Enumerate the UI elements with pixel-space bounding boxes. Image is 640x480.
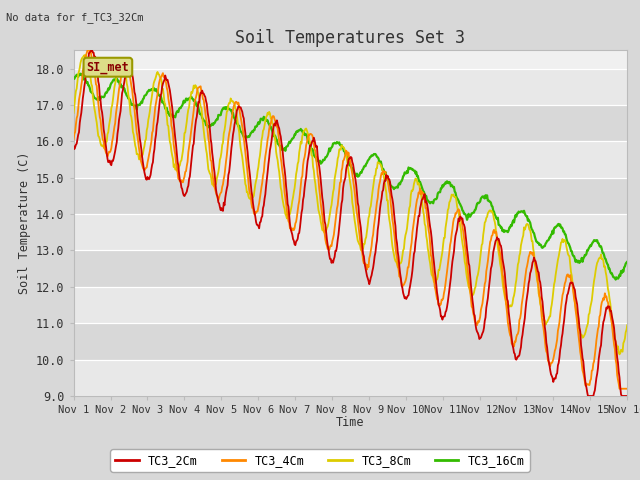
TC3_4Cm	[419, 191, 426, 196]
TC3_8Cm	[419, 202, 426, 207]
Line: TC3_4Cm: TC3_4Cm	[74, 50, 627, 389]
Bar	[74, 141, 627, 178]
Bar	[74, 69, 627, 105]
TC3_2Cm	[419, 196, 426, 202]
Bar	[74, 105, 627, 141]
TC3_16Cm	[623, 259, 631, 264]
TC3_4Cm	[623, 386, 631, 392]
Text: SI_met: SI_met	[86, 61, 129, 74]
Bar	[74, 287, 627, 323]
Title: Soil Temperatures Set 3: Soil Temperatures Set 3	[236, 29, 465, 48]
TC3_4Cm	[84, 48, 92, 53]
Bar	[74, 214, 627, 251]
TC3_2Cm	[70, 144, 77, 149]
TC3_2Cm	[138, 147, 145, 153]
TC3_8Cm	[623, 323, 631, 328]
TC3_16Cm	[612, 276, 620, 282]
Y-axis label: Soil Temperature (C): Soil Temperature (C)	[17, 152, 31, 294]
TC3_4Cm	[70, 136, 77, 142]
TC3_8Cm	[82, 52, 90, 58]
TC3_16Cm	[419, 186, 426, 192]
TC3_16Cm	[194, 102, 202, 108]
TC3_8Cm	[80, 53, 88, 59]
Bar	[74, 251, 627, 287]
TC3_16Cm	[77, 71, 84, 77]
TC3_16Cm	[70, 75, 77, 81]
X-axis label: Time: Time	[336, 417, 365, 430]
TC3_8Cm	[138, 154, 145, 159]
TC3_2Cm	[80, 90, 88, 96]
Bar	[74, 323, 627, 360]
Text: No data for f_TC3_32Cm: No data for f_TC3_32Cm	[6, 12, 144, 23]
TC3_16Cm	[138, 99, 145, 105]
TC3_8Cm	[194, 87, 202, 93]
TC3_8Cm	[70, 110, 77, 116]
TC3_16Cm	[435, 190, 442, 195]
TC3_16Cm	[81, 76, 88, 82]
TC3_16Cm	[223, 105, 230, 110]
TC3_2Cm	[194, 106, 202, 112]
TC3_2Cm	[623, 393, 631, 399]
TC3_2Cm	[584, 393, 592, 399]
TC3_4Cm	[194, 85, 202, 91]
TC3_4Cm	[223, 152, 230, 158]
TC3_8Cm	[435, 267, 442, 273]
TC3_8Cm	[616, 351, 623, 357]
Legend: TC3_2Cm, TC3_4Cm, TC3_8Cm, TC3_16Cm: TC3_2Cm, TC3_4Cm, TC3_8Cm, TC3_16Cm	[111, 449, 529, 472]
TC3_8Cm	[223, 108, 230, 114]
TC3_4Cm	[138, 160, 145, 166]
TC3_2Cm	[88, 48, 95, 53]
Bar	[74, 178, 627, 214]
TC3_2Cm	[435, 302, 442, 308]
TC3_4Cm	[616, 386, 623, 392]
Bar	[74, 360, 627, 396]
Line: TC3_2Cm: TC3_2Cm	[74, 50, 627, 396]
TC3_4Cm	[435, 302, 442, 308]
Line: TC3_8Cm: TC3_8Cm	[74, 55, 627, 354]
TC3_4Cm	[80, 65, 88, 71]
TC3_2Cm	[223, 186, 230, 192]
Line: TC3_16Cm: TC3_16Cm	[74, 74, 627, 279]
